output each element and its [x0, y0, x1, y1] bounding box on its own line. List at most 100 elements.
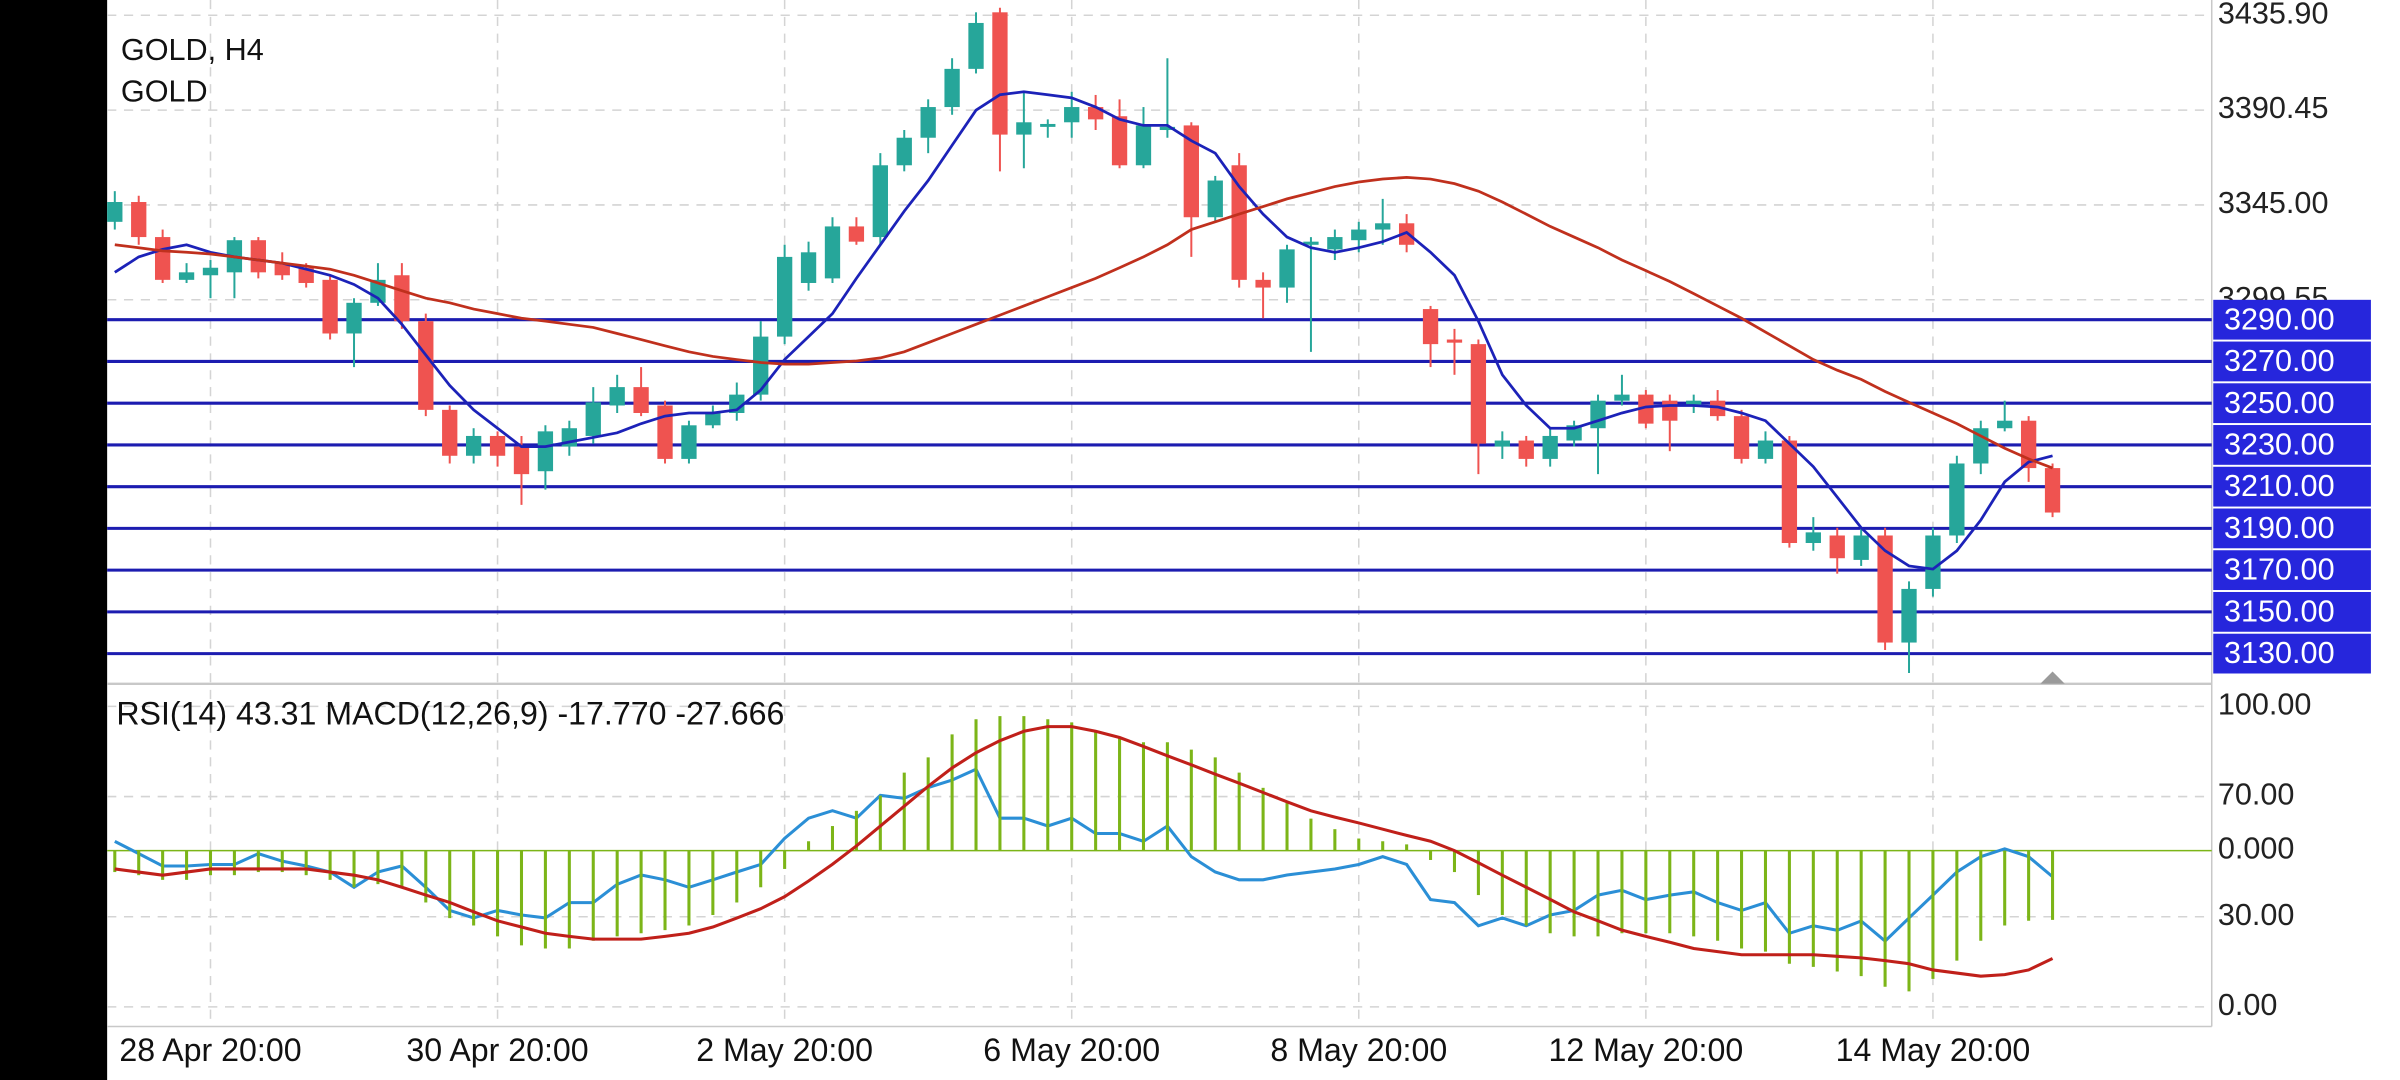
candle-body — [1279, 249, 1295, 288]
x-tick-label: 30 Apr 20:00 — [406, 1032, 588, 1068]
level-label-box — [2213, 591, 2371, 632]
candle-body — [1614, 394, 1630, 401]
candle-body — [1183, 125, 1199, 218]
x-tick-label: 12 May 20:00 — [1548, 1032, 1743, 1068]
y-tick-label: 3435.90 — [2218, 0, 2329, 30]
level-label-box — [2213, 383, 2371, 424]
x-tick-label: 14 May 20:00 — [1836, 1032, 2031, 1068]
candle-body — [776, 256, 793, 337]
chart-title: GOLD, H4 — [121, 33, 264, 67]
level-label-box — [2213, 341, 2371, 382]
moving-average-line — [114, 176, 2054, 470]
candle-body — [1303, 241, 1319, 245]
x-tick-label: 2 May 20:00 — [696, 1032, 873, 1068]
candle-body — [920, 107, 936, 138]
candle-body — [346, 302, 362, 334]
y-tick-label: 0.00 — [2218, 988, 2278, 1022]
candle-body — [896, 137, 912, 166]
candle-body — [442, 409, 458, 456]
y-tick-label: 100.00 — [2218, 687, 2312, 721]
candle-body — [872, 165, 888, 238]
plot: 28 Apr 20:00 30 Apr 20:00 2 May 20:00 6 May… — [107, 0, 2371, 1068]
level-label-box — [2213, 299, 2371, 340]
level-label: 3250.00 — [2224, 386, 2335, 420]
candle-body — [1470, 344, 1487, 444]
candle-body — [992, 12, 1008, 135]
candle-body — [1686, 400, 1702, 406]
candle-body — [657, 405, 673, 459]
candle-body — [537, 431, 554, 472]
candle-body — [1135, 125, 1152, 166]
level-label-box — [2213, 425, 2371, 465]
candle-body — [513, 446, 530, 475]
candle-body — [753, 336, 769, 395]
candle-body — [131, 202, 147, 238]
candle-body — [1877, 535, 1893, 643]
level-label: 3210.00 — [2224, 469, 2335, 503]
candle-body — [465, 435, 482, 456]
candle-body — [322, 279, 338, 334]
level-label-box — [2213, 633, 2371, 674]
candle-body — [944, 68, 960, 108]
candle-body — [1662, 400, 1678, 421]
candle-body — [489, 435, 506, 456]
left-bar — [0, 0, 108, 1080]
candle-body — [1997, 420, 2013, 429]
indicator-line — [114, 725, 2054, 978]
candle-body — [1853, 535, 1869, 560]
candle-body — [1709, 400, 1726, 417]
candle-body — [681, 425, 697, 459]
level-label: 3290.00 — [2224, 302, 2335, 336]
candle-body — [585, 402, 601, 436]
y-tick-label: 3390.45 — [2218, 91, 2329, 125]
candle-body — [418, 321, 434, 410]
x-tick-label: 8 May 20:00 — [1270, 1032, 1447, 1068]
candle-body — [1805, 532, 1821, 544]
candle-body — [394, 275, 410, 322]
candle-body — [154, 237, 171, 280]
level-label-box — [2213, 466, 2371, 507]
level-label: 3230.00 — [2224, 428, 2335, 462]
candle-body — [633, 387, 649, 413]
candle-body — [1255, 279, 1271, 288]
candle-body — [274, 263, 290, 276]
candle-body — [1949, 463, 1965, 536]
chart-subtitle: GOLD — [121, 74, 208, 108]
y-tick-label: 30.00 — [2218, 898, 2295, 932]
level-label: 3190.00 — [2224, 511, 2335, 545]
level-label-box — [2213, 508, 2371, 549]
candle-body — [1494, 440, 1510, 447]
candle-body — [1375, 223, 1391, 230]
candle-body — [178, 272, 195, 280]
candle-body — [1159, 126, 1176, 131]
candle-body — [1733, 416, 1750, 459]
candle-body — [1064, 107, 1080, 123]
level-label: 3270.00 — [2224, 344, 2335, 378]
candle-body — [1925, 535, 1941, 589]
candle-body — [107, 202, 123, 222]
level-label: 3130.00 — [2224, 636, 2335, 670]
candle-body — [202, 267, 219, 276]
level-label-box — [2213, 550, 2371, 591]
candle-body — [1016, 122, 1032, 135]
candle-body — [1781, 440, 1798, 544]
candle-body — [1231, 165, 1247, 280]
candle-body — [1327, 237, 1343, 250]
candle-body — [1638, 394, 1654, 424]
x-tick-label: 6 May 20:00 — [983, 1032, 1160, 1068]
candle-body — [1590, 400, 1606, 429]
candle-body — [1111, 116, 1128, 166]
x-tick-label: 28 Apr 20:00 — [119, 1032, 301, 1068]
candle-body — [848, 226, 865, 242]
y-tick-label: 70.00 — [2218, 778, 2295, 812]
candle-body — [968, 22, 984, 69]
candle-body — [705, 412, 721, 426]
candle-body — [1542, 435, 1558, 459]
level-label: 3150.00 — [2224, 594, 2335, 628]
scroll-marker — [2040, 671, 2065, 684]
candle-body — [800, 252, 817, 283]
moving-average-line — [114, 90, 2053, 571]
